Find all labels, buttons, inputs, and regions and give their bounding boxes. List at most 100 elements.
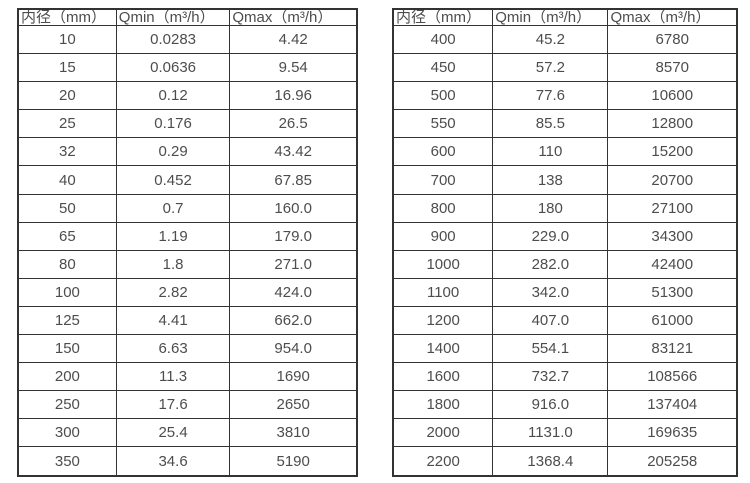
table-cell: 1.19 bbox=[115, 221, 231, 251]
table-cell: 137404 bbox=[607, 390, 738, 420]
table-cell: 732.7 bbox=[492, 362, 609, 392]
table-cell: 0.7 bbox=[115, 193, 231, 223]
table-row: 2000 1131.0 169635 bbox=[392, 418, 738, 448]
table-row: 65 1.19 179.0 bbox=[17, 221, 358, 251]
table-cell: 916.0 bbox=[492, 390, 609, 420]
table-cell: 50 bbox=[17, 193, 117, 223]
table-row: 100 2.82 424.0 bbox=[17, 277, 358, 307]
table-cell: 250 bbox=[17, 390, 117, 420]
table-cell: 2.82 bbox=[115, 277, 231, 307]
table-row: 400 45.2 6780 bbox=[392, 24, 738, 55]
table-cell: 342.0 bbox=[492, 277, 609, 307]
table-cell: 4.42 bbox=[229, 24, 358, 55]
table-row: 1100 342.0 51300 bbox=[392, 277, 738, 307]
table-cell: 0.0636 bbox=[115, 53, 231, 83]
table-cell: 43.42 bbox=[229, 137, 358, 167]
table-cell: 6780 bbox=[607, 24, 738, 55]
table-cell: 407.0 bbox=[492, 305, 609, 336]
table-row: 1200 407.0 61000 bbox=[392, 305, 738, 336]
table-row: 40 0.452 67.85 bbox=[17, 165, 358, 195]
table-cell: 5190 bbox=[229, 446, 358, 477]
table-cell: 57.2 bbox=[492, 53, 609, 83]
table-cell: 34300 bbox=[607, 221, 738, 251]
table-cell: 1000 bbox=[392, 249, 494, 279]
table-cell: 20700 bbox=[607, 165, 738, 195]
table-cell: 15200 bbox=[607, 137, 738, 167]
header-inner-diameter: 内径（mm） bbox=[392, 8, 494, 26]
table-row: 1400 554.1 83121 bbox=[392, 334, 738, 364]
table-cell: 27100 bbox=[607, 193, 738, 223]
table-row: 1800 916.0 137404 bbox=[392, 390, 738, 420]
table-cell: 554.1 bbox=[492, 334, 609, 364]
table-cell: 229.0 bbox=[492, 221, 609, 251]
header-qmax: Qmax（m³/h） bbox=[229, 8, 358, 26]
table-cell: 15 bbox=[17, 53, 117, 83]
table-row: 900 229.0 34300 bbox=[392, 221, 738, 251]
table-row: 450 57.2 8570 bbox=[392, 53, 738, 83]
table-cell: 800 bbox=[392, 193, 494, 223]
table-cell: 0.452 bbox=[115, 165, 231, 195]
table-cell: 200 bbox=[17, 362, 117, 392]
table-cell: 20 bbox=[17, 81, 117, 111]
table-header-row: 内径（mm） Qmin（m³/h） Qmax（m³/h） bbox=[392, 8, 738, 26]
table-cell: 85.5 bbox=[492, 109, 609, 139]
table-cell: 110 bbox=[492, 137, 609, 167]
header-qmin: Qmin（m³/h） bbox=[115, 8, 231, 26]
table-cell: 450 bbox=[392, 53, 494, 83]
table-row: 600 110 15200 bbox=[392, 137, 738, 167]
table-cell: 65 bbox=[17, 221, 117, 251]
table-cell: 700 bbox=[392, 165, 494, 195]
table-cell: 16.96 bbox=[229, 81, 358, 111]
table-cell: 0.176 bbox=[115, 109, 231, 139]
table-header-row: 内径（mm） Qmin（m³/h） Qmax（m³/h） bbox=[17, 8, 358, 26]
table-cell: 600 bbox=[392, 137, 494, 167]
table-cell: 1800 bbox=[392, 390, 494, 420]
table-cell: 300 bbox=[17, 418, 117, 448]
table-cell: 40 bbox=[17, 165, 117, 195]
pipe-flow-table-large-diameters: 内径（mm） Qmin（m³/h） Qmax（m³/h） 400 45.2 6780… bbox=[392, 8, 738, 477]
table-cell: 271.0 bbox=[229, 249, 358, 279]
table-cell: 100 bbox=[17, 277, 117, 307]
header-qmin: Qmin（m³/h） bbox=[492, 8, 609, 26]
header-inner-diameter: 内径（mm） bbox=[17, 8, 117, 26]
table-cell: 26.5 bbox=[229, 109, 358, 139]
table-cell: 500 bbox=[392, 81, 494, 111]
table-cell: 12800 bbox=[607, 109, 738, 139]
table-cell: 80 bbox=[17, 249, 117, 279]
table-row: 250 17.6 2650 bbox=[17, 390, 358, 420]
table-row: 300 25.4 3810 bbox=[17, 418, 358, 448]
table-cell: 179.0 bbox=[229, 221, 358, 251]
table-cell: 2200 bbox=[392, 446, 494, 477]
table-cell: 25 bbox=[17, 109, 117, 139]
table-cell: 1200 bbox=[392, 305, 494, 336]
table-cell: 1690 bbox=[229, 362, 358, 392]
table-row: 200 11.3 1690 bbox=[17, 362, 358, 392]
table-cell: 10600 bbox=[607, 81, 738, 111]
table-cell: 25.4 bbox=[115, 418, 231, 448]
table-row: 80 1.8 271.0 bbox=[17, 249, 358, 279]
table-cell: 9.54 bbox=[229, 53, 358, 83]
table-cell: 1100 bbox=[392, 277, 494, 307]
table-cell: 77.6 bbox=[492, 81, 609, 111]
table-cell: 1368.4 bbox=[492, 446, 609, 477]
table-cell: 662.0 bbox=[229, 305, 358, 336]
table-cell: 550 bbox=[392, 109, 494, 139]
table-cell: 42400 bbox=[607, 249, 738, 279]
table-cell: 424.0 bbox=[229, 277, 358, 307]
table-row: 2200 1368.4 205258 bbox=[392, 446, 738, 477]
table-cell: 160.0 bbox=[229, 193, 358, 223]
table-cell: 205258 bbox=[607, 446, 738, 477]
table-row: 32 0.29 43.42 bbox=[17, 137, 358, 167]
table-cell: 1600 bbox=[392, 362, 494, 392]
table-cell: 350 bbox=[17, 446, 117, 477]
table-cell: 6.63 bbox=[115, 334, 231, 364]
table-cell: 83121 bbox=[607, 334, 738, 364]
table-cell: 45.2 bbox=[492, 24, 609, 55]
table-cell: 61000 bbox=[607, 305, 738, 336]
table-cell: 169635 bbox=[607, 418, 738, 448]
table-row: 1600 732.7 108566 bbox=[392, 362, 738, 392]
table-row: 700 138 20700 bbox=[392, 165, 738, 195]
table-cell: 1.8 bbox=[115, 249, 231, 279]
table-cell: 1400 bbox=[392, 334, 494, 364]
table-cell: 400 bbox=[392, 24, 494, 55]
